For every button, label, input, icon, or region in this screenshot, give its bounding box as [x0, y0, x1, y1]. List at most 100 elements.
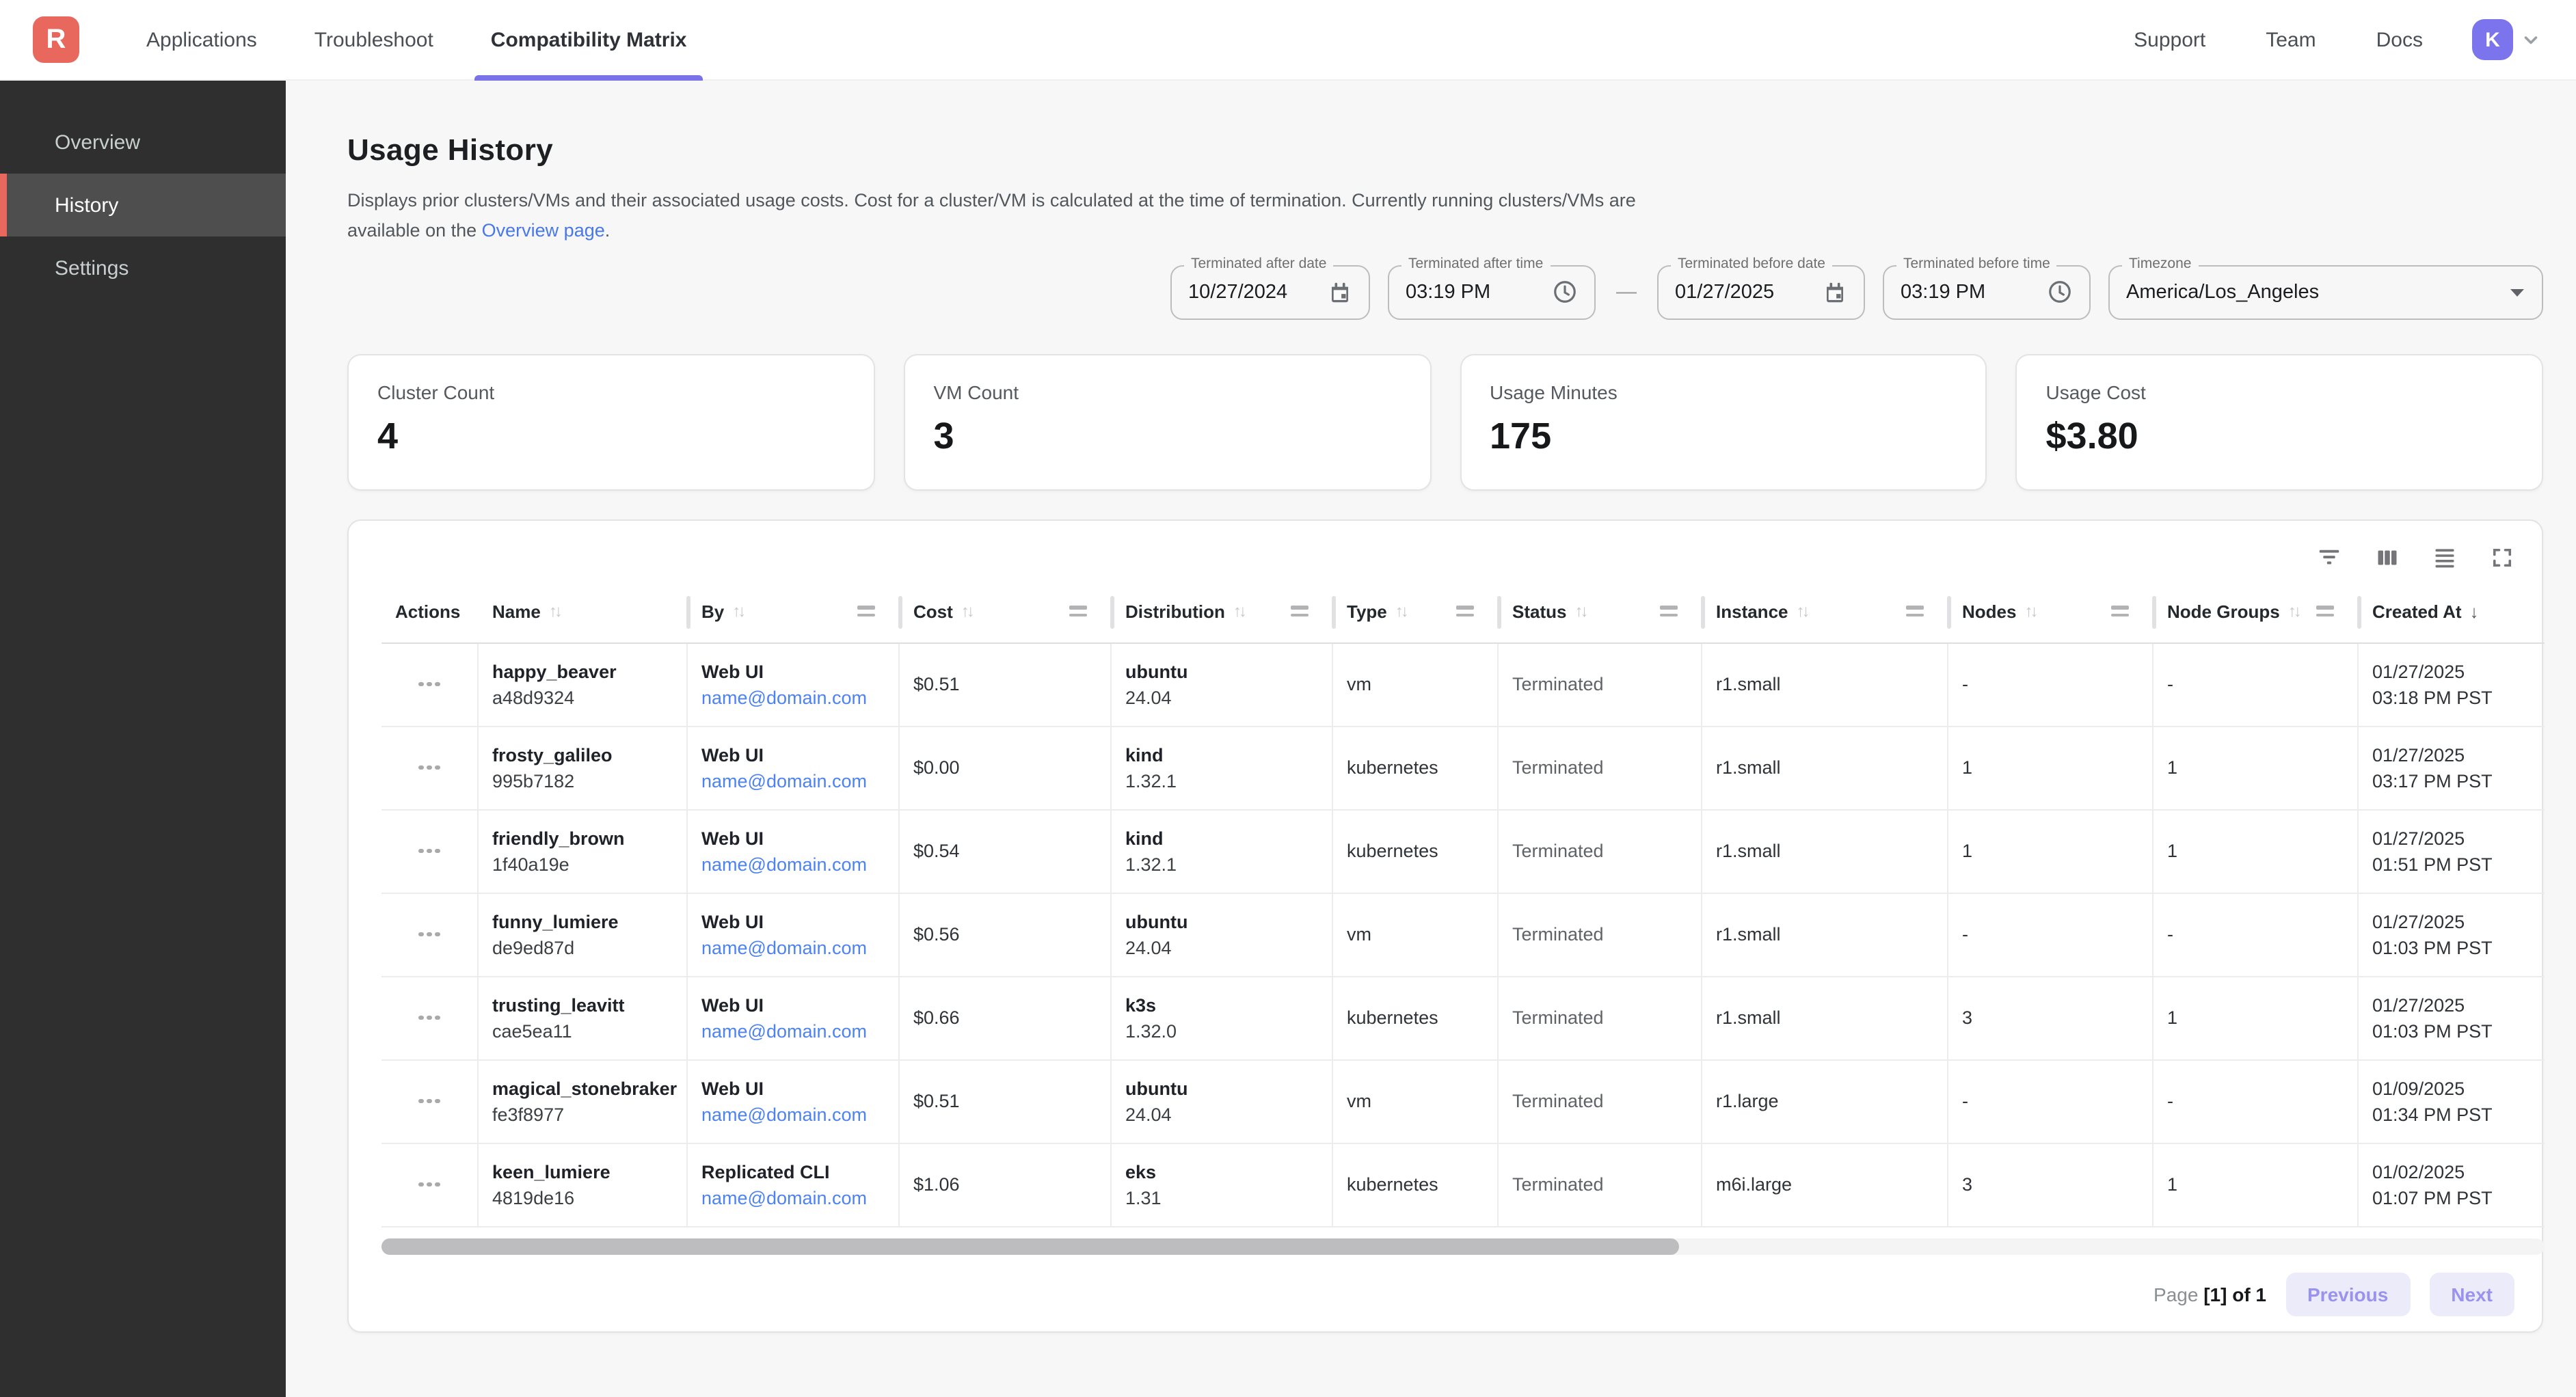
column-header-node_groups[interactable]: Node Groups ↑↓ — [2154, 580, 2361, 642]
terminated-before-date-value: 01/27/2025 — [1675, 281, 1775, 303]
column-header-status[interactable]: Status ↑↓ — [1499, 580, 1704, 642]
terminated-before-time-label: Terminated before time — [1896, 255, 2057, 272]
column-label: Instance — [1716, 601, 1788, 622]
created-by-email-link[interactable]: name@domain.com — [701, 854, 868, 875]
cost-value: $0.54 — [913, 841, 960, 862]
column-menu-icon[interactable] — [1291, 606, 1319, 616]
nav-tab-applications[interactable]: Applications — [146, 28, 257, 51]
column-separator[interactable] — [2357, 595, 2361, 629]
created-by-email-link[interactable]: name@domain.com — [701, 770, 868, 791]
filter-range-dash: — — [1616, 280, 1637, 304]
column-header-name[interactable]: Name ↑↓ — [479, 580, 690, 642]
overview-page-link[interactable]: Overview page — [481, 220, 605, 241]
sidebar-item-settings[interactable]: Settings — [55, 256, 129, 280]
timezone-field[interactable]: Timezone America/Los_Angeles — [2108, 255, 2543, 320]
created-by-email-link[interactable]: name@domain.com — [701, 937, 868, 958]
column-header-instance[interactable]: Instance ↑↓ — [1702, 580, 1950, 642]
main-content: Usage History Displays prior clusters/VM… — [286, 81, 2576, 1397]
density-button[interactable] — [2432, 545, 2457, 569]
column-menu-icon[interactable] — [1456, 606, 1485, 616]
column-separator[interactable] — [1110, 595, 1114, 629]
filter-bar: Terminated after date 10/27/2024 Terminate… — [347, 255, 2543, 326]
terminated-before-time-field[interactable]: Terminated before time 03:19 PM — [1883, 255, 2091, 320]
column-menu-icon[interactable] — [1906, 606, 1935, 616]
column-menu-icon[interactable] — [2316, 606, 2345, 616]
type-value: kubernetes — [1347, 841, 1438, 862]
cluster-id: 1f40a19e — [492, 854, 569, 875]
status-value: Terminated — [1512, 1091, 1604, 1112]
distribution-version: 1.32.1 — [1125, 770, 1177, 791]
terminated-after-date-field[interactable]: Terminated after date 10/27/2024 — [1170, 255, 1370, 320]
row-actions-button[interactable] — [414, 1091, 446, 1112]
terminated-after-time-field[interactable]: Terminated after time 03:19 PM — [1388, 255, 1596, 320]
column-separator[interactable] — [1331, 595, 1335, 629]
calendar-icon — [1823, 280, 1847, 304]
cell-node-groups: 1 — [2154, 1143, 2359, 1226]
previous-page-button[interactable]: Previous — [2285, 1272, 2411, 1316]
cell-status: Terminated — [1499, 1060, 1702, 1143]
cell-by: Web UI name@domain.com — [688, 727, 900, 809]
next-page-button[interactable]: Next — [2429, 1272, 2514, 1316]
table-row: trusting_leavitt cae5ea11 Web UI name@domai… — [381, 977, 2545, 1061]
cell-created-at: 01/02/2025 01:07 PM PST — [2359, 1143, 2545, 1225]
cell-node-groups: - — [2154, 893, 2359, 976]
created-by-email-link[interactable]: name@domain.com — [701, 1020, 868, 1042]
sidebar-item-overview[interactable]: Overview — [55, 131, 141, 154]
sidebar-item-history[interactable]: History — [0, 174, 286, 236]
row-actions-button[interactable] — [414, 1174, 446, 1195]
nav-link-team[interactable]: Team — [2266, 28, 2316, 51]
column-menu-icon[interactable] — [1069, 606, 1098, 616]
nav-tab-compatibility-matrix[interactable]: Compatibility Matrix — [474, 0, 703, 80]
column-label: By — [701, 601, 725, 622]
row-actions-button[interactable] — [414, 841, 446, 862]
nav-link-docs[interactable]: Docs — [2376, 28, 2423, 51]
created-by-email-link[interactable]: name@domain.com — [701, 1104, 868, 1125]
density-icon — [2432, 545, 2457, 569]
column-separator[interactable] — [1700, 595, 1704, 629]
fullscreen-button[interactable] — [2490, 545, 2514, 569]
column-separator[interactable] — [2151, 595, 2156, 629]
column-header-type[interactable]: Type ↑↓ — [1333, 580, 1501, 642]
cell-cost: $0.51 — [900, 1060, 1112, 1143]
terminated-before-date-field[interactable]: Terminated before date 01/27/2025 — [1657, 255, 1865, 320]
created-by-email-link[interactable]: name@domain.com — [701, 687, 868, 708]
cell-by: Web UI name@domain.com — [688, 1060, 900, 1143]
columns-button[interactable] — [2375, 545, 2400, 569]
row-actions-button[interactable] — [414, 674, 446, 695]
sort-arrows-icon: ↑↓ — [961, 601, 975, 621]
column-separator[interactable] — [1497, 595, 1501, 629]
row-actions-button[interactable] — [414, 1007, 446, 1029]
horizontal-scrollbar-thumb[interactable] — [381, 1238, 1680, 1255]
replicated-logo[interactable]: R — [33, 16, 79, 63]
column-menu-icon[interactable] — [857, 606, 886, 616]
column-separator[interactable] — [898, 595, 902, 629]
node-groups-value: - — [2167, 674, 2173, 695]
cell-node-groups: - — [2154, 1060, 2359, 1143]
sort-arrows-icon: ↑↓ — [1395, 601, 1409, 621]
clock-icon — [1552, 279, 1578, 305]
account-menu[interactable]: K — [2472, 19, 2543, 60]
column-separator[interactable] — [1946, 595, 1950, 629]
row-actions-button[interactable] — [414, 924, 446, 945]
cluster-id: 995b7182 — [492, 770, 575, 791]
column-separator[interactable] — [686, 595, 690, 629]
cell-status: Terminated — [1499, 810, 1702, 893]
column-menu-icon[interactable] — [1660, 606, 1689, 616]
column-header-nodes[interactable]: Nodes ↑↓ — [1948, 580, 2156, 642]
row-actions-button[interactable] — [414, 757, 446, 778]
cell-by: Web UI name@domain.com — [688, 977, 900, 1059]
column-header-distribution[interactable]: Distribution ↑↓ — [1112, 580, 1335, 642]
column-menu-icon[interactable] — [2111, 606, 2140, 616]
nav-tab-troubleshoot[interactable]: Troubleshoot — [314, 28, 433, 51]
nav-link-support[interactable]: Support — [2134, 28, 2206, 51]
column-header-cost[interactable]: Cost ↑↓ — [900, 580, 1114, 642]
cell-node-groups: 1 — [2154, 977, 2359, 1059]
avatar[interactable]: K — [2472, 19, 2513, 60]
column-header-created_at[interactable]: Created At ↓ — [2359, 580, 2545, 642]
horizontal-scrollbar-track[interactable] — [381, 1238, 2545, 1255]
column-header-by[interactable]: By ↑↓ — [688, 580, 902, 642]
stat-label: Cluster Count — [377, 381, 495, 403]
filter-button[interactable] — [2316, 544, 2342, 570]
created-by-email-link[interactable]: name@domain.com — [701, 1187, 868, 1208]
cell-instance: r1.small — [1702, 893, 1948, 976]
